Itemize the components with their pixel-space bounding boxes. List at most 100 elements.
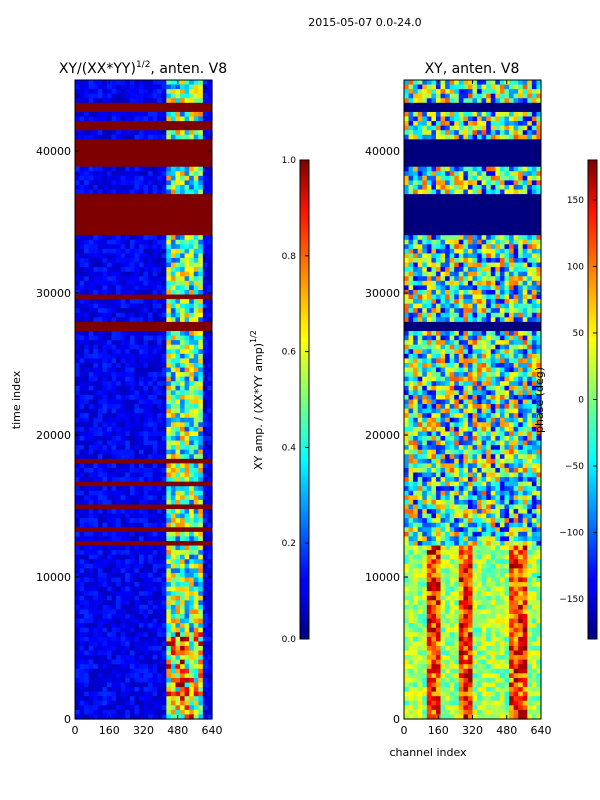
heat-cell xyxy=(202,399,209,405)
heat-cell xyxy=(102,563,108,569)
heat-cell xyxy=(193,376,199,382)
heat-cell xyxy=(198,267,204,273)
heat-cell xyxy=(193,98,199,104)
heat-cell xyxy=(143,390,149,396)
heat-cell xyxy=(152,467,158,474)
heat-cell xyxy=(134,344,140,350)
heat-cell xyxy=(111,550,117,556)
heat-cell xyxy=(88,696,94,702)
heat-cell xyxy=(198,171,204,177)
heat-cell xyxy=(440,331,446,337)
heat-cell xyxy=(125,595,131,601)
heat-cell xyxy=(189,536,195,542)
heat-cell xyxy=(106,645,113,652)
heat-cell xyxy=(189,623,195,629)
heat-cell xyxy=(152,495,158,501)
heat-cell xyxy=(143,280,149,286)
heat-cell xyxy=(477,385,483,391)
heat-cell xyxy=(161,184,167,191)
heat-cell xyxy=(486,84,492,90)
heat-cell xyxy=(106,262,113,268)
heat-cell xyxy=(79,550,85,556)
heat-cell xyxy=(134,285,140,291)
heat-cell xyxy=(148,454,154,460)
heat-cell xyxy=(152,426,158,433)
heat-cell xyxy=(449,125,455,131)
heat-cell xyxy=(75,116,81,122)
heat-cell xyxy=(458,258,464,264)
heat-cell xyxy=(88,600,94,606)
heat-cell xyxy=(454,184,460,191)
heat-cell xyxy=(106,436,113,442)
heat-cell xyxy=(129,134,135,140)
heat-cell xyxy=(152,166,158,172)
heat-cell xyxy=(522,235,528,241)
heat-cell xyxy=(134,116,140,122)
heat-cell xyxy=(161,239,167,245)
heat-cell xyxy=(143,531,149,538)
heat-cell xyxy=(88,518,94,524)
heat-cell xyxy=(536,244,542,250)
heat-cell xyxy=(509,171,515,177)
heat-cell xyxy=(134,600,140,606)
heat-cell xyxy=(129,239,135,245)
heat-cell xyxy=(161,285,167,291)
heat-cell xyxy=(148,572,154,579)
heat-cell xyxy=(463,130,469,136)
heat-cell xyxy=(129,262,135,268)
heat-cell xyxy=(148,426,154,433)
heat-cell xyxy=(106,385,113,391)
heat-cell xyxy=(198,376,204,382)
heat-cell xyxy=(458,367,464,373)
heat-cell xyxy=(495,280,501,286)
heat-cell xyxy=(170,650,177,656)
heat-cell xyxy=(125,682,131,688)
heat-cell xyxy=(467,372,474,378)
heat-cell xyxy=(422,262,428,268)
heat-cell xyxy=(189,353,195,360)
heat-cell xyxy=(431,184,437,191)
heat-cell xyxy=(431,267,437,273)
heat-cell xyxy=(184,677,190,684)
heat-cell xyxy=(175,486,181,492)
heat-cell xyxy=(97,340,103,346)
heat-cell xyxy=(193,175,199,182)
heat-cell xyxy=(106,445,113,451)
heat-cell xyxy=(408,80,414,86)
heat-cell xyxy=(143,687,149,693)
heat-cell xyxy=(138,682,145,688)
heat-cell xyxy=(404,326,541,332)
heat-cell xyxy=(513,317,519,323)
heat-cell xyxy=(404,194,541,200)
heat-cell xyxy=(97,600,103,606)
heat-cell xyxy=(75,271,81,277)
heat-cell xyxy=(157,244,163,250)
heat-cell xyxy=(193,422,199,428)
heat-cell xyxy=(495,335,501,341)
heat-cell xyxy=(207,559,213,565)
heat-cell xyxy=(157,499,163,506)
heat-cell xyxy=(166,312,172,318)
heat-cell xyxy=(84,175,90,182)
heat-cell xyxy=(490,335,496,341)
heat-cell xyxy=(184,572,190,579)
heat-cell xyxy=(193,655,199,661)
heat-cell xyxy=(440,253,446,259)
heat-cell xyxy=(189,454,195,460)
heat-cell xyxy=(404,381,410,387)
heat-cell xyxy=(120,367,126,373)
heat-cell xyxy=(504,111,510,118)
heat-cell xyxy=(449,267,455,273)
heat-cell xyxy=(193,417,199,423)
heat-cell xyxy=(152,385,158,391)
heat-cell xyxy=(193,572,199,579)
heat-cell xyxy=(79,358,85,364)
heat-cell xyxy=(129,641,135,647)
heat-cell xyxy=(97,627,103,633)
heat-cell xyxy=(477,367,483,373)
heat-cell xyxy=(202,659,209,665)
heat-cell xyxy=(134,358,140,364)
heat-cell xyxy=(166,495,172,501)
heat-cell xyxy=(138,559,145,565)
heat-cell xyxy=(458,171,464,177)
